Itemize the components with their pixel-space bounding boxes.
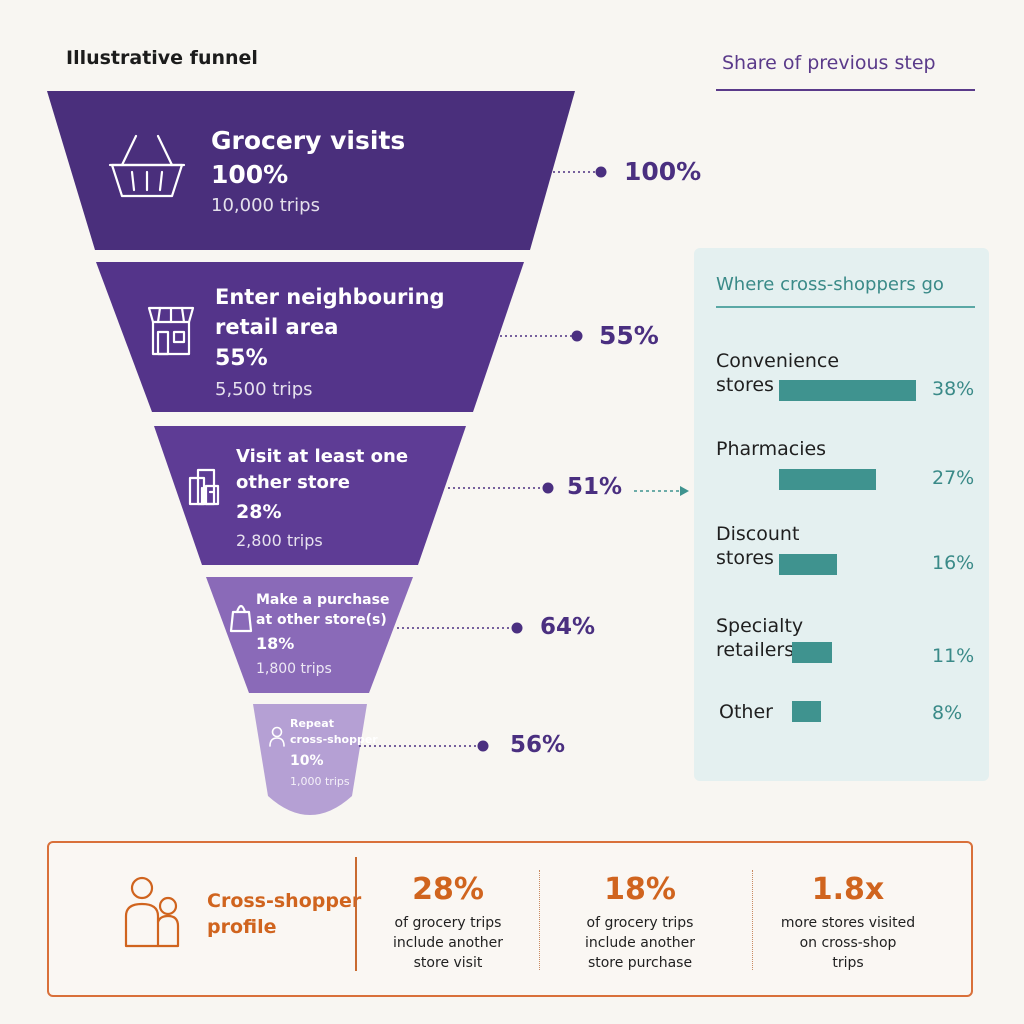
cross-category-bar-1 bbox=[779, 380, 916, 401]
share-header-rule bbox=[716, 89, 975, 91]
profile-stat-value-3: 1.8x bbox=[811, 872, 885, 907]
profile-stat-desc-3: more stores visited on cross-shop trips bbox=[763, 913, 933, 973]
cross-shopper-arrow-head bbox=[680, 486, 689, 496]
funnel-stage-1 bbox=[47, 91, 575, 250]
stage-text-2: Enter neighbouring retail area 55% 5,500 tr… bbox=[215, 282, 445, 404]
basket-icon bbox=[108, 134, 186, 198]
share-dot-3 bbox=[542, 482, 554, 494]
profile-divider bbox=[355, 857, 357, 971]
share-of-previous-2: 55% bbox=[599, 320, 659, 350]
share-of-previous-4: 64% bbox=[540, 613, 596, 640]
cross-shopper-profile-box bbox=[47, 841, 973, 997]
stage-label: Make a purchase bbox=[256, 592, 390, 608]
stage-percent: 55% bbox=[215, 346, 268, 371]
profile-label: Cross-shopper profile bbox=[207, 888, 361, 940]
profile-stat-value-1: 28% bbox=[412, 872, 484, 907]
cross-category-value-3: 16% bbox=[932, 552, 975, 574]
profile-stat-desc-line: trips bbox=[832, 955, 864, 971]
share-dot-5 bbox=[477, 740, 489, 752]
cross-category-bar-2 bbox=[779, 469, 876, 490]
cross-category-label-1: Convenience stores bbox=[716, 349, 839, 397]
cross-category-label-line: Pharmacies bbox=[716, 438, 827, 460]
stage-trips: 10,000 trips bbox=[211, 195, 320, 216]
cross-category-label-line: stores bbox=[716, 374, 774, 396]
stage-percent: 18% bbox=[256, 634, 295, 653]
profile-stat-value-2: 18% bbox=[604, 872, 676, 907]
stage-trips: 1,000 trips bbox=[290, 775, 350, 788]
stage-text-1: Grocery visits 100% 10,000 trips bbox=[211, 124, 405, 220]
stage-text-5: Repeat cross-shopper 10% 1,000 trips bbox=[290, 716, 378, 790]
stat-divider-1 bbox=[539, 870, 540, 970]
stage-trips: 5,500 trips bbox=[215, 379, 313, 400]
share-dot-1 bbox=[595, 166, 607, 178]
cross-category-value-5: 8% bbox=[932, 702, 963, 724]
profile-stat-desc-line: store purchase bbox=[587, 955, 693, 971]
people-icon bbox=[124, 876, 180, 948]
funnel-title: Illustrative funnel bbox=[66, 47, 258, 69]
cross-shoppers-rule bbox=[716, 306, 975, 308]
share-of-previous-3: 51% bbox=[567, 473, 623, 500]
funnel-stage-3 bbox=[154, 426, 466, 565]
profile-stat-desc-line: of grocery trips bbox=[586, 915, 694, 931]
stage-label: Visit at least one bbox=[236, 446, 409, 467]
cross-category-label-line: Convenience bbox=[716, 350, 840, 372]
profile-stat-desc-line: on cross-shop bbox=[799, 935, 897, 951]
share-of-previous-1: 100% bbox=[624, 156, 702, 186]
share-dot-2 bbox=[571, 330, 583, 342]
cross-shoppers-title: Where cross-shoppers go bbox=[716, 274, 944, 295]
stage-label: Grocery visits bbox=[211, 126, 406, 155]
stage-label: Enter neighbouring bbox=[215, 285, 445, 309]
shopping-bag-icon bbox=[229, 604, 253, 633]
stage-text-3: Visit at least one other store 28% 2,800 tr… bbox=[236, 444, 408, 554]
cross-category-label-line: stores bbox=[716, 547, 774, 569]
profile-stat-desc-2: of grocery trips include another store pur… bbox=[555, 913, 725, 973]
stage-label: at other store(s) bbox=[256, 612, 387, 628]
stat-divider-2 bbox=[752, 870, 753, 970]
profile-stat-desc-1: of grocery trips include another store vis… bbox=[363, 913, 533, 973]
stage-trips: 1,800 trips bbox=[256, 661, 332, 677]
profile-label-line-1: Cross-shopper bbox=[207, 890, 362, 912]
stage-label: cross-shopper bbox=[290, 733, 378, 746]
cross-category-bar-4 bbox=[792, 642, 832, 663]
share-of-previous-header: Share of previous step bbox=[722, 52, 936, 74]
cross-category-label-line: Specialty bbox=[716, 615, 804, 637]
profile-stat-desc-line: store visit bbox=[413, 955, 483, 971]
storefront-icon bbox=[147, 306, 195, 356]
cross-category-label-4: Specialty retailers bbox=[716, 614, 803, 662]
profile-label-line-2: profile bbox=[207, 916, 277, 938]
cross-shoppers-panel bbox=[694, 248, 989, 781]
cross-category-label-line: retailers bbox=[716, 639, 795, 661]
funnel-stage-4 bbox=[206, 577, 413, 693]
cross-category-value-4: 11% bbox=[932, 645, 975, 667]
profile-stat-desc-line: include another bbox=[585, 935, 695, 951]
profile-stat-desc-line: more stores visited bbox=[780, 915, 916, 931]
stores-icon bbox=[188, 468, 220, 506]
stage-percent: 10% bbox=[290, 753, 324, 769]
profile-stat-desc-line: of grocery trips bbox=[394, 915, 502, 931]
stage-label: other store bbox=[236, 472, 350, 493]
cross-category-label-line: Discount bbox=[716, 523, 800, 545]
share-dot-4 bbox=[511, 622, 523, 634]
stage-trips: 2,800 trips bbox=[236, 531, 323, 550]
cross-category-label-5: Other bbox=[719, 700, 773, 724]
stage-label: Repeat bbox=[290, 717, 334, 730]
stage-percent: 28% bbox=[236, 501, 282, 523]
stage-text-4: Make a purchase at other store(s) 18% 1,800… bbox=[256, 590, 389, 680]
cross-category-value-2: 27% bbox=[932, 467, 975, 489]
stage-label: retail area bbox=[215, 315, 339, 339]
cross-category-label-line: Other bbox=[719, 701, 773, 723]
cross-category-bar-3 bbox=[779, 554, 837, 575]
cross-category-label-2: Pharmacies bbox=[716, 437, 826, 461]
funnel-stage-2 bbox=[96, 262, 524, 412]
profile-stat-desc-line: include another bbox=[393, 935, 503, 951]
funnel-chart bbox=[47, 91, 689, 815]
person-icon bbox=[269, 726, 285, 747]
share-of-previous-5: 56% bbox=[510, 731, 566, 758]
cross-category-bar-5 bbox=[792, 701, 821, 722]
cross-category-label-3: Discount stores bbox=[716, 522, 799, 570]
stage-percent: 100% bbox=[211, 160, 289, 189]
cross-category-value-1: 38% bbox=[932, 378, 975, 400]
